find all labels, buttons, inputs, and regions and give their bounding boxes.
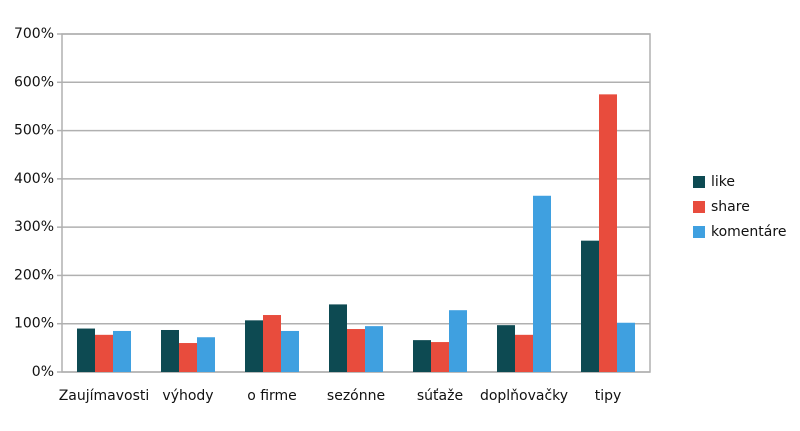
y-tick-label: 600% <box>14 74 54 90</box>
x-tick-label: o firme <box>247 388 297 404</box>
bar <box>431 342 449 372</box>
y-tick-label: 200% <box>14 267 54 283</box>
bar <box>413 340 431 372</box>
bar <box>179 343 197 372</box>
y-tick-label: 500% <box>14 123 54 139</box>
bar <box>245 320 263 372</box>
bar <box>77 328 95 372</box>
legend-swatch <box>693 226 705 238</box>
legend-label: like <box>711 174 735 190</box>
bar <box>263 315 281 372</box>
legend-swatch <box>693 176 705 188</box>
bar <box>281 330 299 372</box>
bar <box>329 304 347 372</box>
bar <box>95 334 113 372</box>
y-tick-label: 300% <box>14 219 54 235</box>
bar <box>365 326 383 372</box>
bar <box>497 325 515 372</box>
bar <box>533 195 551 372</box>
bar <box>449 310 467 372</box>
y-tick-label: 700% <box>14 26 54 42</box>
bar <box>599 94 617 372</box>
y-tick-label: 100% <box>14 316 54 332</box>
legend-swatch <box>693 201 705 213</box>
bar <box>515 334 533 372</box>
x-tick-label: súťaže <box>417 388 463 404</box>
legend-label: share <box>711 199 750 215</box>
x-tick-label: výhody <box>162 388 213 404</box>
y-tick-label: 400% <box>14 171 54 187</box>
x-tick-label: doplňovačky <box>480 388 568 404</box>
x-tick-label: Zaujímavosti <box>59 388 150 404</box>
legend-label: komentáre <box>711 224 786 240</box>
x-tick-label: sezónne <box>327 388 385 404</box>
bar <box>581 240 599 372</box>
bar <box>113 330 131 372</box>
bar <box>347 329 365 372</box>
bar <box>617 322 635 372</box>
bar <box>161 329 179 372</box>
plot-border <box>61 33 651 373</box>
x-tick-label: tipy <box>595 388 622 404</box>
y-tick-label: 0% <box>32 364 54 380</box>
bar <box>197 337 215 372</box>
